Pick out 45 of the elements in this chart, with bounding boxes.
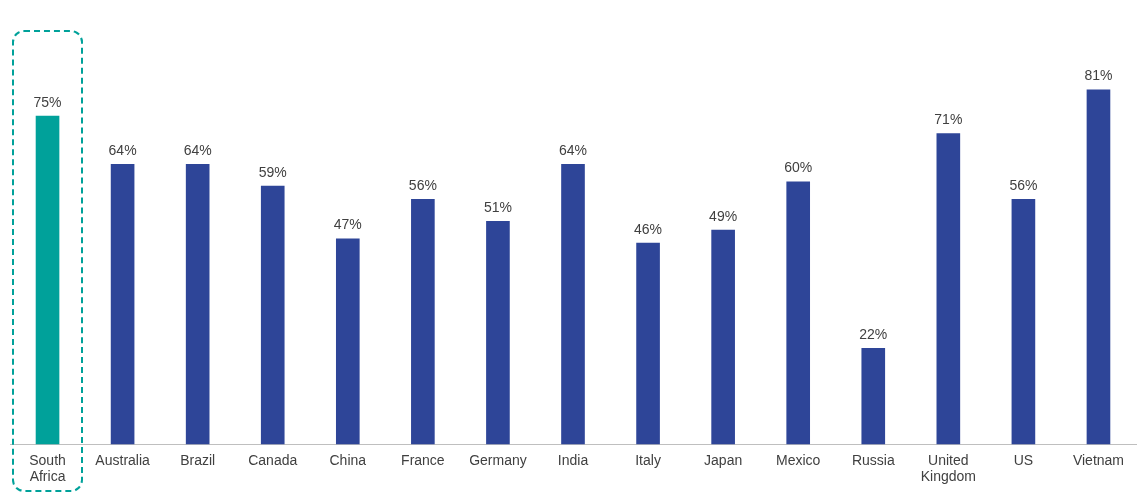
bar bbox=[711, 229, 735, 445]
x-tick-label: Australia bbox=[95, 451, 151, 468]
bar bbox=[561, 163, 585, 445]
bar bbox=[1011, 199, 1036, 445]
data-label: 60% bbox=[784, 159, 813, 176]
data-label: 46% bbox=[634, 220, 663, 237]
bar bbox=[110, 163, 135, 445]
x-tick-label: France bbox=[401, 451, 445, 468]
data-label: 64% bbox=[183, 141, 212, 158]
bar bbox=[411, 199, 435, 445]
x-tick-label: Canada bbox=[248, 451, 298, 468]
x-tick-label: South Africa bbox=[29, 451, 66, 485]
data-label: 75% bbox=[33, 93, 62, 110]
x-tick-label: United Kingdom bbox=[920, 451, 976, 485]
bar bbox=[636, 242, 660, 445]
bar bbox=[1086, 89, 1111, 445]
bar bbox=[486, 220, 510, 445]
data-label: 47% bbox=[333, 216, 362, 233]
bar bbox=[936, 133, 961, 445]
data-label: 59% bbox=[258, 163, 287, 180]
data-label: 56% bbox=[1009, 176, 1038, 193]
x-tick-label: Japan bbox=[704, 451, 743, 468]
bar bbox=[260, 185, 285, 445]
bar bbox=[335, 238, 360, 445]
data-label: 64% bbox=[558, 141, 588, 158]
data-label: 51% bbox=[483, 198, 512, 215]
data-label: 22% bbox=[859, 325, 888, 342]
x-tick-label: Brazil bbox=[180, 451, 216, 468]
data-label: 71% bbox=[934, 111, 963, 128]
data-label: 64% bbox=[108, 141, 137, 158]
bar bbox=[861, 347, 886, 445]
bar bbox=[35, 115, 60, 445]
data-label: 49% bbox=[709, 207, 738, 224]
data-label: 56% bbox=[408, 176, 437, 193]
x-tick-label: Russia bbox=[851, 451, 895, 468]
data-label: 81% bbox=[1084, 67, 1113, 84]
x-tick-label: Vietnam bbox=[1072, 451, 1125, 468]
bar bbox=[786, 181, 811, 445]
x-tick-label: Germany bbox=[469, 451, 527, 468]
x-tick-label: China bbox=[329, 451, 367, 468]
x-tick-label: US bbox=[1013, 451, 1034, 468]
x-tick-label: Italy bbox=[635, 451, 661, 468]
x-tick-label: Mexico bbox=[776, 451, 821, 468]
x-tick-label: India bbox=[557, 451, 589, 468]
bar bbox=[185, 163, 210, 445]
